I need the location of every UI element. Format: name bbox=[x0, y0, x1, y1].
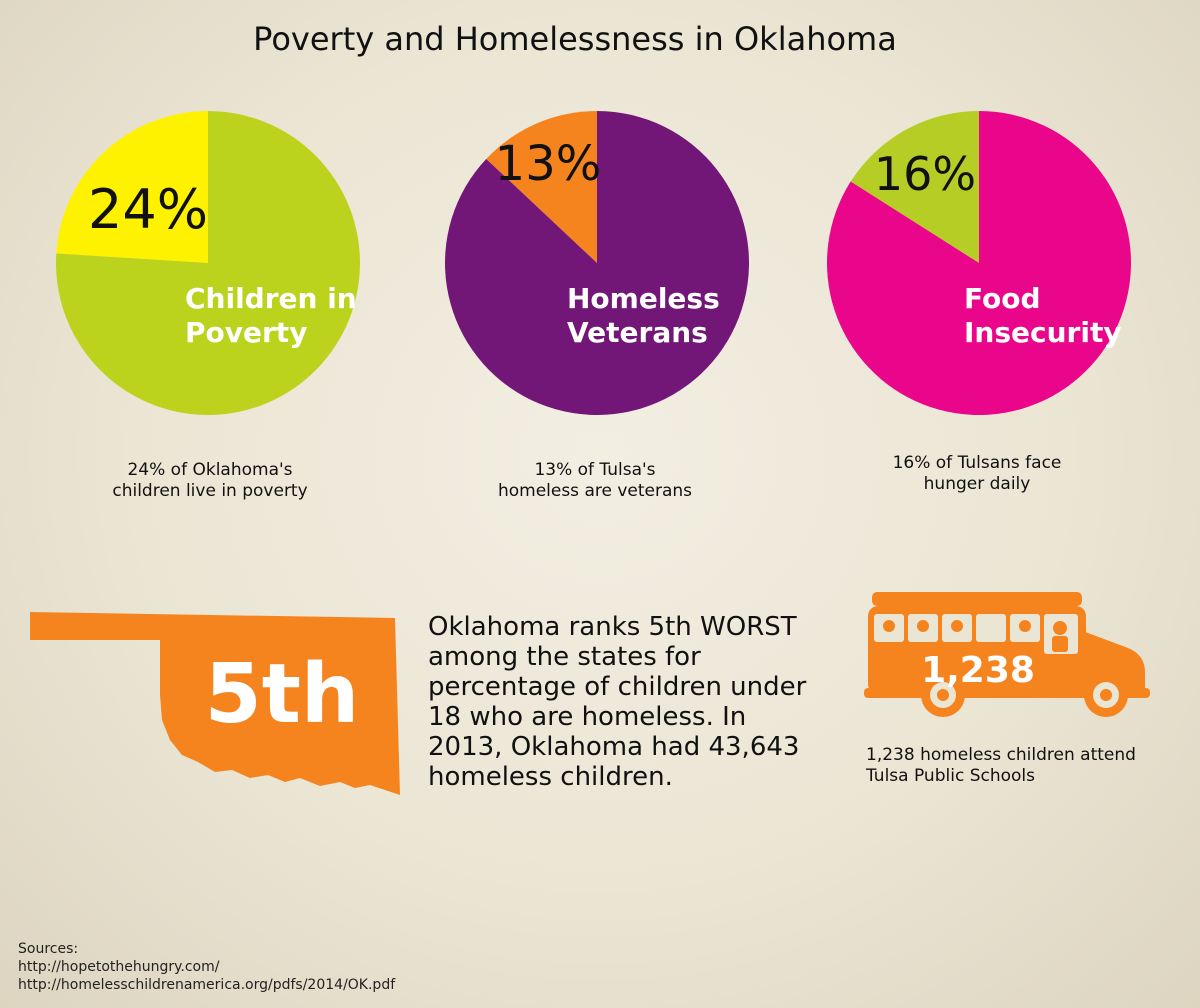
pie-label-homeless-veterans-line2: Veterans bbox=[567, 316, 708, 349]
pie-caption-1-line2: children live in poverty bbox=[112, 481, 308, 501]
pie-label-children-in-poverty-line1: Children in bbox=[185, 282, 357, 315]
pie-caption-1: 24% of Oklahoma's children live in pover… bbox=[85, 460, 335, 502]
rank-line-3: percentage of children under bbox=[428, 672, 807, 702]
pie-label-homeless-veterans-line1: Homeless bbox=[567, 282, 720, 315]
bus-caption: 1,238 homeless children attend Tulsa Pub… bbox=[866, 745, 1186, 787]
pie-pct-children-in-poverty: 24% bbox=[88, 178, 208, 241]
page-title: Poverty and Homelessness in Oklahoma bbox=[253, 20, 897, 58]
rank-line-6: homeless children. bbox=[428, 762, 673, 792]
pie-caption-3-line2: hunger daily bbox=[923, 474, 1031, 494]
map-rank-label: 5th bbox=[205, 647, 360, 742]
pie-label-food-insecurity-line1: Food bbox=[964, 282, 1041, 315]
rank-line-2: among the states for bbox=[428, 642, 701, 672]
pie-slice-children-in-poverty-1 bbox=[55, 111, 361, 416]
rank-line-4: 18 who are homeless. In bbox=[428, 702, 747, 732]
rank-line-1: Oklahoma ranks 5th WORST bbox=[428, 612, 797, 642]
source-link-2[interactable]: http://homelesschildrenamerica.org/pdfs/… bbox=[18, 977, 396, 993]
pie-slice-children-in-poverty-0 bbox=[56, 111, 208, 263]
pie-caption-2: 13% of Tulsa's homeless are veterans bbox=[470, 460, 720, 502]
pie-slice-homeless-veterans-1 bbox=[445, 111, 749, 415]
pie-pct-food-insecurity: 16% bbox=[874, 147, 976, 201]
pie-caption-3: 16% of Tulsans face hunger daily bbox=[852, 453, 1102, 495]
oklahoma-map: 5th bbox=[30, 612, 400, 795]
pie-slice-food-insecurity-0 bbox=[850, 111, 979, 263]
pie-caption-2-line2: homeless are veterans bbox=[497, 481, 693, 501]
sources-heading: Sources: bbox=[18, 941, 79, 957]
sources: Sources: http://hopetothehungry.com/ htt… bbox=[18, 940, 395, 994]
pie-slice-food-insecurity-1 bbox=[826, 111, 1132, 415]
bus-caption-line1: 1,238 homeless children attend bbox=[866, 745, 1136, 765]
rank-paragraph: Oklahoma ranks 5th WORST among the state… bbox=[428, 612, 828, 792]
rank-line-5: 2013, Oklahoma had 43,643 bbox=[428, 732, 800, 762]
school-bus-icon: 1,238 bbox=[864, 592, 1150, 717]
pie-label-children-in-poverty-line2: Poverty bbox=[185, 316, 307, 349]
pie-caption-3-line1: 16% of Tulsans face bbox=[892, 453, 1062, 473]
pie-caption-2-line1: 13% of Tulsa's bbox=[534, 460, 656, 480]
bus-caption-line2: Tulsa Public Schools bbox=[866, 766, 1035, 786]
bus-count-label: 1,238 bbox=[921, 650, 1035, 691]
pie-label-food-insecurity-line2: Insecurity bbox=[964, 316, 1122, 349]
pie-pct-homeless-veterans: 13% bbox=[495, 136, 602, 192]
pie-slice-homeless-veterans-0 bbox=[486, 111, 597, 263]
source-link-1[interactable]: http://hopetothehungry.com/ bbox=[18, 959, 220, 975]
pie-caption-1-line1: 24% of Oklahoma's bbox=[127, 460, 293, 480]
